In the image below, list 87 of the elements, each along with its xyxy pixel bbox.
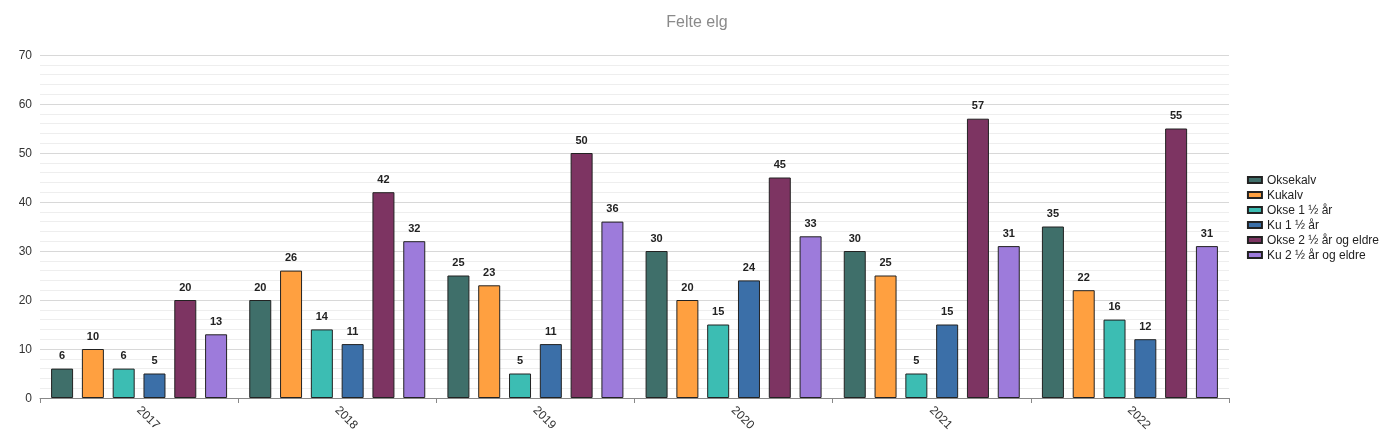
data-label: 42 — [377, 172, 390, 185]
y-tick-label: 10 — [18, 342, 33, 356]
bar — [799, 236, 822, 398]
data-label: 11 — [545, 324, 557, 337]
data-label: 26 — [284, 251, 298, 264]
bar — [1041, 226, 1064, 398]
data-label: 50 — [575, 133, 588, 146]
y-tick-label: 0 — [25, 391, 33, 405]
data-label: 20 — [254, 280, 267, 293]
bar — [174, 300, 197, 398]
legend-label: Oksekalv — [1266, 173, 1317, 187]
data-label: 5 — [151, 354, 158, 366]
legend-label: Ku 2 ½ år og eldre — [1266, 248, 1366, 262]
y-tick-label: 20 — [18, 293, 33, 307]
bar — [1103, 319, 1126, 398]
data-label: 23 — [483, 265, 496, 278]
bar — [478, 285, 501, 398]
bar — [403, 241, 426, 398]
bar — [509, 373, 532, 398]
bar — [81, 349, 104, 398]
bar — [341, 344, 364, 398]
chart-title: Felte elg — [666, 12, 728, 30]
bar — [936, 324, 959, 398]
data-label: 25 — [879, 256, 892, 268]
bar — [143, 373, 166, 398]
data-label: 55 — [1169, 109, 1183, 121]
legend-label: Okse 1 ½ år — [1266, 203, 1333, 217]
bar — [707, 324, 730, 398]
bar — [447, 275, 470, 398]
bar — [280, 270, 303, 398]
data-label: 16 — [1108, 300, 1121, 313]
data-label: 10 — [86, 329, 100, 342]
y-tick-label: 30 — [18, 244, 33, 258]
y-tick-label: 60 — [18, 97, 33, 111]
data-label: 22 — [1077, 270, 1090, 283]
bar — [51, 368, 74, 398]
data-label: 45 — [773, 158, 786, 170]
data-label: 33 — [804, 216, 817, 229]
data-label: 20 — [179, 280, 192, 293]
data-label: 15 — [712, 305, 725, 317]
bar — [768, 177, 791, 398]
bar — [539, 344, 562, 398]
y-tick-label: 70 — [18, 48, 33, 62]
legend-label: Ku 1 ½ år — [1266, 218, 1319, 232]
data-label: 36 — [606, 202, 619, 215]
bar — [737, 280, 760, 398]
bar — [1195, 246, 1218, 398]
bar — [843, 251, 866, 398]
bar — [1072, 290, 1095, 398]
legend-label: Okse 2 ½ år og eldre — [1266, 233, 1380, 247]
data-label: 24 — [742, 260, 756, 273]
bar — [676, 300, 699, 398]
data-label: 11 — [346, 324, 359, 337]
data-label: 35 — [1046, 207, 1060, 219]
bar — [205, 334, 228, 398]
data-label: 30 — [848, 231, 861, 244]
data-label: 5 — [913, 354, 920, 366]
bar — [249, 300, 272, 398]
data-label: 31 — [1200, 226, 1214, 239]
bar — [570, 153, 593, 398]
y-tick-label: 40 — [18, 195, 33, 209]
data-label: 31 — [1002, 226, 1015, 239]
y-tick-label: 50 — [18, 146, 33, 160]
bar — [997, 246, 1020, 398]
bar — [874, 275, 897, 398]
bar — [1165, 128, 1188, 398]
data-label: 12 — [1139, 319, 1152, 332]
data-label: 5 — [516, 354, 524, 366]
bar — [645, 251, 668, 398]
data-label: 57 — [971, 99, 985, 112]
bar — [905, 373, 928, 398]
bar — [310, 329, 333, 398]
bar — [601, 221, 624, 398]
data-label: 14 — [315, 309, 329, 322]
bar — [112, 368, 135, 398]
data-label: 6 — [120, 349, 127, 362]
data-label: 6 — [59, 349, 66, 362]
data-label: 15 — [941, 305, 954, 317]
bar — [966, 118, 989, 398]
bar — [1134, 339, 1157, 398]
data-label: 30 — [650, 231, 663, 244]
data-label: 20 — [681, 280, 694, 293]
data-label: 13 — [209, 314, 223, 327]
data-label: 25 — [452, 256, 465, 268]
data-label: 32 — [408, 221, 421, 234]
bar — [372, 192, 395, 398]
legend-label: Kukalv — [1266, 188, 1303, 202]
